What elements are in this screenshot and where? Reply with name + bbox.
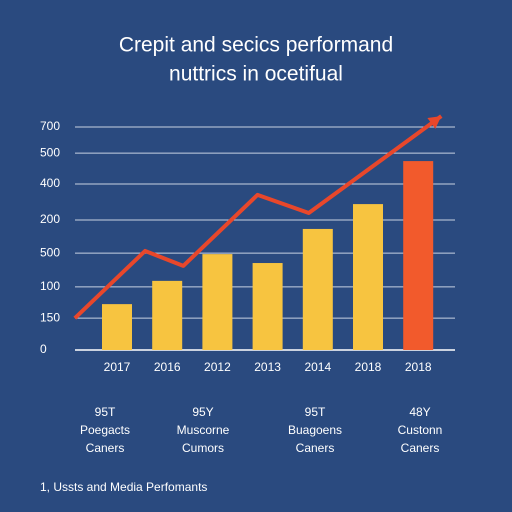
y-tick-label: 400: [40, 176, 60, 190]
bar: [302, 228, 333, 350]
footer: 1, Ussts and Media Perfomants: [40, 480, 207, 494]
bar: [202, 254, 233, 350]
bar: [102, 304, 132, 350]
x-tick-label: 2018: [405, 360, 432, 374]
bar: [152, 280, 183, 350]
note-label: 95T: [305, 405, 326, 419]
note-label: Caners: [86, 441, 125, 455]
note-label: 95Y: [192, 405, 213, 419]
x-tick-label: 2016: [154, 360, 181, 374]
y-tick-label: 500: [40, 145, 60, 159]
note-label: Caners: [401, 441, 440, 455]
y-tick-label: 500: [40, 245, 60, 259]
note-label: Custonn: [398, 423, 443, 437]
note-label: Caners: [296, 441, 335, 455]
y-tick-label: 150: [40, 310, 60, 324]
bar: [403, 161, 434, 350]
trend-line: [73, 114, 443, 320]
note-label: 95T: [95, 405, 116, 419]
bar: [252, 263, 283, 350]
x-tick-label: 2012: [204, 360, 231, 374]
x-tick-label: 2014: [304, 360, 331, 374]
note-label: Poegacts: [80, 423, 130, 437]
chart-title: Crepit and secics performand: [119, 34, 393, 57]
note-label: Muscorne: [177, 423, 230, 437]
y-tick-label: 0: [40, 342, 47, 356]
bar: [353, 204, 383, 350]
note-label: Cumors: [182, 441, 224, 455]
chart-title: nuttrics in ocetifual: [169, 63, 343, 86]
y-tick-label: 100: [40, 279, 60, 293]
y-tick-label: 700: [40, 119, 60, 133]
x-tick-label: 2017: [104, 360, 131, 374]
note-label: 48Y: [409, 405, 430, 419]
arrow-head: [427, 116, 442, 129]
note-label: Buagoens: [288, 423, 342, 437]
y-tick-label: 200: [40, 212, 60, 226]
x-tick-label: 2013: [254, 360, 281, 374]
x-tick-label: 2018: [355, 360, 382, 374]
